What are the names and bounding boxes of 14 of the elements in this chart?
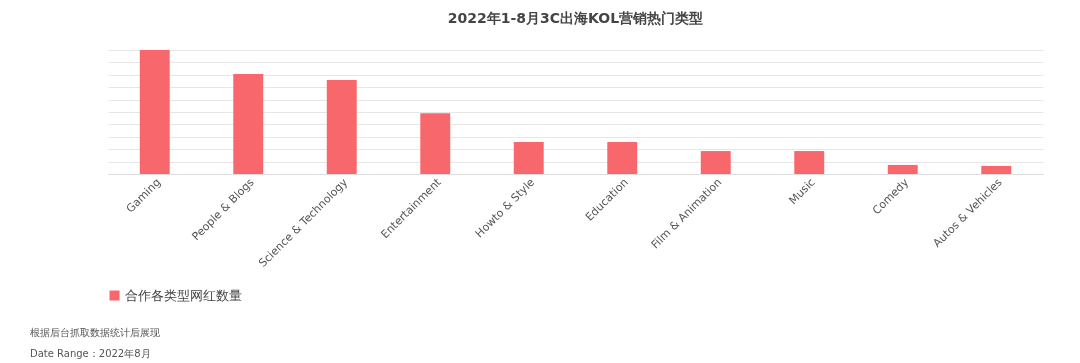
chart-title: 2022年1-8月3C出海KOL营销热门类型 [447, 10, 704, 26]
bar [420, 113, 451, 174]
bar [887, 164, 918, 174]
bar [513, 142, 544, 174]
text: Date Range：2022年8月 [30, 347, 152, 361]
legend-label: 合作各类型网红数量 [125, 287, 242, 303]
bar [233, 74, 264, 174]
bar [981, 165, 1012, 174]
bar [139, 50, 170, 174]
bar [794, 151, 825, 174]
bar [326, 80, 357, 174]
text: 根据后台抓取数据统计后展现 [30, 326, 160, 340]
bar [607, 142, 638, 174]
bar [700, 151, 731, 174]
